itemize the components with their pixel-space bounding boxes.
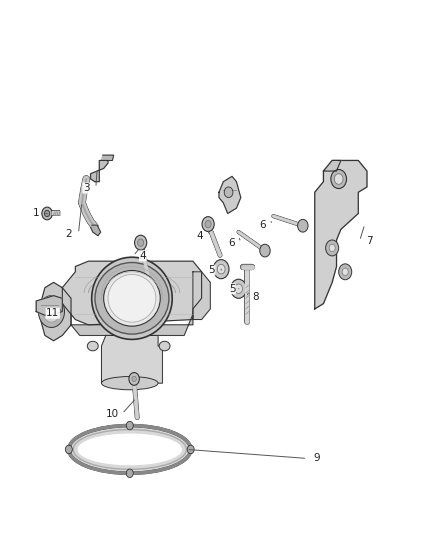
- Circle shape: [297, 220, 308, 232]
- Ellipse shape: [78, 433, 182, 465]
- Text: 1: 1: [33, 208, 39, 219]
- Text: 5: 5: [229, 284, 235, 294]
- Circle shape: [202, 216, 214, 231]
- Circle shape: [213, 260, 229, 279]
- Ellipse shape: [104, 270, 160, 326]
- Circle shape: [224, 187, 233, 198]
- Polygon shape: [323, 160, 341, 171]
- Circle shape: [42, 207, 52, 220]
- Polygon shape: [36, 296, 62, 316]
- Circle shape: [331, 169, 346, 189]
- Text: 8: 8: [253, 292, 259, 302]
- Circle shape: [205, 220, 211, 228]
- Circle shape: [187, 445, 194, 454]
- Polygon shape: [62, 261, 201, 325]
- Polygon shape: [91, 225, 101, 236]
- Circle shape: [65, 445, 72, 454]
- Text: 7: 7: [366, 236, 372, 246]
- Circle shape: [235, 284, 243, 294]
- Polygon shape: [315, 160, 367, 309]
- Ellipse shape: [102, 376, 158, 390]
- Text: 6: 6: [228, 238, 234, 248]
- Ellipse shape: [159, 341, 170, 351]
- Circle shape: [126, 469, 133, 478]
- Ellipse shape: [95, 263, 169, 334]
- Circle shape: [134, 235, 147, 250]
- Circle shape: [334, 174, 343, 184]
- Text: 4: 4: [196, 231, 203, 241]
- Circle shape: [132, 376, 136, 382]
- Circle shape: [43, 301, 60, 322]
- Text: 5: 5: [208, 265, 215, 275]
- Circle shape: [39, 296, 64, 327]
- Circle shape: [138, 239, 144, 246]
- Circle shape: [342, 268, 348, 276]
- Text: 11: 11: [46, 308, 60, 318]
- Text: 3: 3: [83, 183, 89, 193]
- Polygon shape: [102, 155, 114, 160]
- Polygon shape: [193, 272, 210, 319]
- Circle shape: [329, 244, 335, 252]
- Polygon shape: [41, 282, 71, 341]
- Text: 10: 10: [106, 409, 119, 419]
- Text: 2: 2: [66, 229, 72, 239]
- Circle shape: [260, 244, 270, 257]
- Circle shape: [129, 373, 139, 385]
- Polygon shape: [71, 314, 193, 335]
- Text: 6: 6: [259, 220, 266, 230]
- Text: 9: 9: [314, 454, 320, 463]
- Ellipse shape: [108, 274, 156, 322]
- Circle shape: [325, 240, 339, 256]
- Circle shape: [231, 279, 247, 298]
- Circle shape: [126, 421, 133, 430]
- Circle shape: [45, 211, 49, 216]
- Circle shape: [339, 264, 352, 280]
- Polygon shape: [219, 176, 241, 214]
- Circle shape: [217, 264, 225, 274]
- Ellipse shape: [69, 425, 191, 473]
- Text: 4: 4: [140, 251, 146, 261]
- Polygon shape: [102, 335, 162, 383]
- Polygon shape: [91, 160, 108, 182]
- Ellipse shape: [92, 257, 172, 340]
- Ellipse shape: [87, 341, 98, 351]
